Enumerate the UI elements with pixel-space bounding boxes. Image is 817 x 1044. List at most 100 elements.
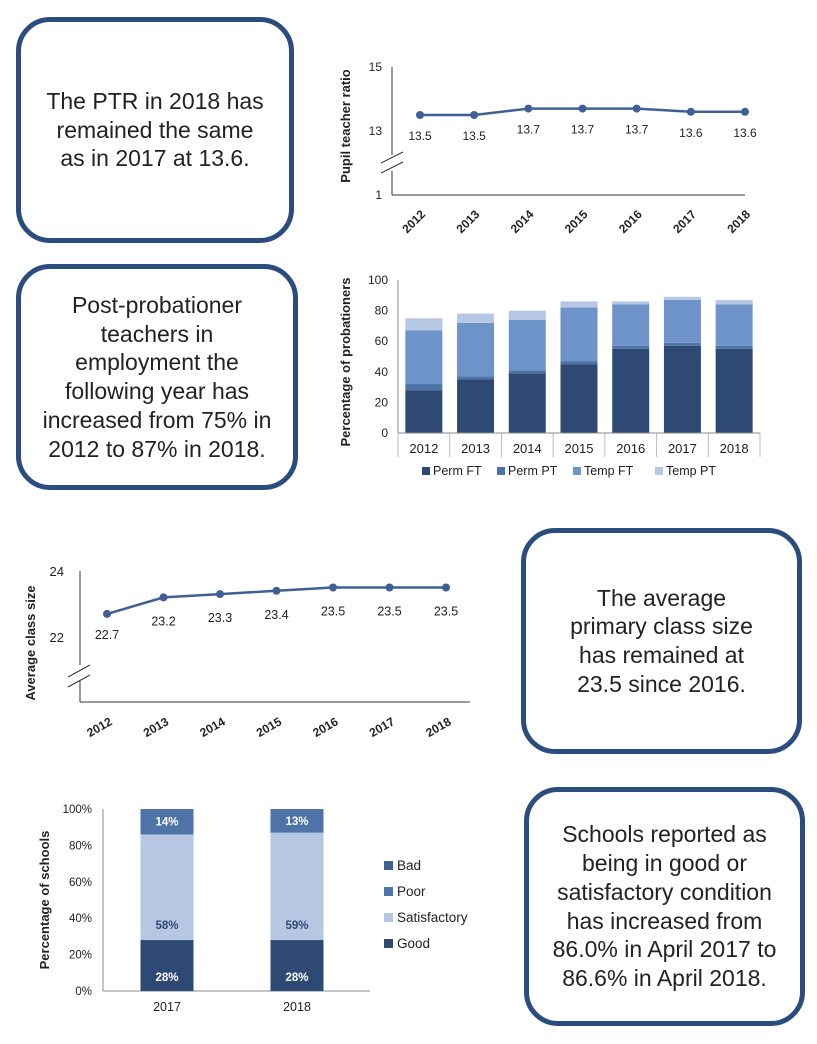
y-tick-label: 40 [375,365,389,379]
x-tick-label: 2015 [565,441,594,456]
bar-segment [270,832,324,941]
x-tick-label: 2017 [367,714,397,740]
bar-segment [663,345,701,433]
y-tick-label: 40% [69,913,92,925]
y-axis-label: Average class size [23,585,38,700]
bar-segment [140,834,194,941]
data-point [272,586,281,595]
data-point [216,590,224,599]
bar-segment [140,940,194,991]
data-point [442,583,450,592]
probationers-chart: 0 20 40 60 80 100 Percentage of probationers 20… [338,273,761,478]
axis-break-mark [380,151,404,164]
x-tick-label: 2018 [423,714,453,740]
data-point [103,609,111,618]
legend-swatch [497,467,505,475]
data-label: 13.7 [625,123,649,137]
x-tick-label: 2014 [508,207,537,236]
data-point [741,107,749,116]
bar-segment [457,313,495,323]
bar-segment [508,373,546,433]
ptr-chart: 15 13 1 Pupil teacher ratio 13.5 13.5 13.7 13.7… [338,60,757,236]
class-size-chart: 24 22 Average class size 22.7 23.2 23.3 23.4 23… [23,564,470,740]
schools-callout: Schools reported as being in good or sat… [524,787,805,1026]
axis-break-mark [380,161,404,174]
data-label: 23.5 [434,605,458,619]
x-tick-label: 2015 [562,207,591,236]
legend-swatch [573,467,581,475]
legend-label: Temp FT [584,464,634,478]
y-axis-label: Pupil teacher ratio [338,69,353,182]
y-tick-label: 15 [369,60,383,74]
legend-swatch [384,861,393,870]
data-label: 13.5 [462,129,486,143]
y-tick-label: 24 [50,564,64,579]
y-tick-label: 22 [50,630,64,645]
data-label: 23.2 [151,614,175,628]
bar-segment [612,348,650,433]
bar-segment [612,301,650,305]
data-label: 23.5 [377,605,401,619]
bar-segment [715,304,753,346]
bar-segment [612,345,650,349]
bar-segment [457,379,495,433]
x-tick-label: 2016 [310,714,340,740]
bar-segment [457,322,495,377]
data-label: 59% [285,920,308,932]
bar-segment [560,361,598,365]
data-point [524,104,533,113]
bar-segment [405,390,443,433]
bar-segment [715,299,753,305]
class-size-callout: The average primary class size has remai… [521,528,802,754]
data-label: 13.6 [679,126,703,140]
y-tick-label: 100% [63,804,92,816]
y-tick-label: 60% [69,877,92,889]
y-tick-label: 0% [75,986,92,998]
y-tick-label: 1 [375,188,382,202]
x-tick-label: 2012 [84,714,114,740]
data-label: 13.7 [517,123,541,137]
legend-label: Bad [397,858,421,873]
bar-segment [508,319,546,371]
y-tick-label: 20 [375,395,389,409]
legend-label: Poor [397,884,426,899]
legend-swatch [422,467,430,475]
x-tick-label: 2017 [670,207,699,236]
x-tick-label: 2013 [141,714,171,740]
data-label: 13.5 [408,129,432,143]
x-tick-label: 2013 [454,207,483,236]
x-tick-label: 2016 [616,207,645,236]
bar-segment [715,348,753,433]
legend-label: Perm PT [508,464,558,478]
x-tick-label: 2014 [197,714,227,740]
y-tick-label: 60 [375,334,389,348]
data-label: 13.7 [571,123,595,137]
x-tick-label: 2015 [254,714,284,740]
legend-swatch [384,913,393,922]
y-tick-label: 100 [368,273,388,287]
bar-segment [663,299,701,343]
bar-segment [405,318,443,331]
bar-segment [663,296,701,300]
legend-label: Temp PT [666,464,716,478]
axis-break-mark [67,664,91,678]
data-label: 23.5 [321,605,345,619]
bar-segment [612,304,650,346]
bar-segment [270,940,324,991]
y-tick-label: 20% [69,950,92,962]
bar-segment [405,384,443,391]
bar-segment [508,370,546,374]
bar-segment [405,330,443,385]
data-label: 14% [155,817,178,829]
legend-label: Perm FT [433,464,482,478]
bar-segment [663,342,701,346]
data-point [686,107,695,116]
x-tick-label: 2014 [513,441,542,456]
bar-segment [560,301,598,308]
y-tick-label: 80% [69,840,92,852]
bar-segment [560,364,598,433]
bar-segment [270,809,324,833]
data-label: 13% [285,816,308,828]
data-label: 23.4 [264,608,288,622]
x-tick-label: 2018 [283,1000,311,1014]
